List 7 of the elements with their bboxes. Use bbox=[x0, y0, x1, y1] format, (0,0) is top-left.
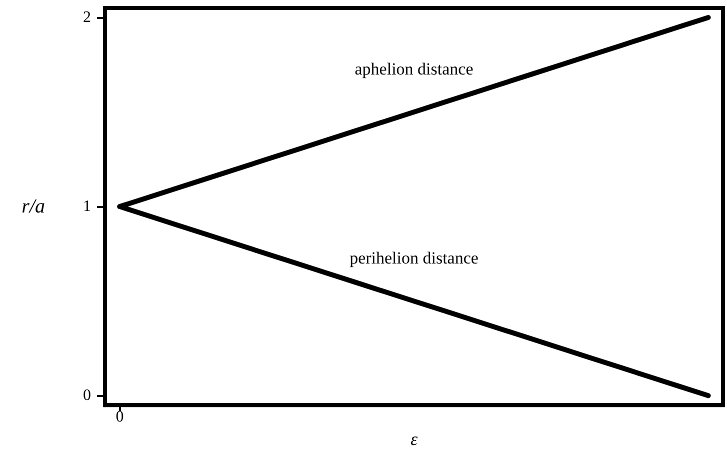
x-axis-title: ε bbox=[410, 429, 418, 449]
y-tick-label: 0 bbox=[83, 387, 91, 404]
y-tick-label: 2 bbox=[83, 8, 91, 26]
series-label: aphelion distance bbox=[354, 60, 474, 79]
y-tick-label: 1 bbox=[83, 198, 91, 216]
y-axis-title: r/a bbox=[22, 196, 45, 218]
series-label: perihelion distance bbox=[350, 248, 478, 268]
